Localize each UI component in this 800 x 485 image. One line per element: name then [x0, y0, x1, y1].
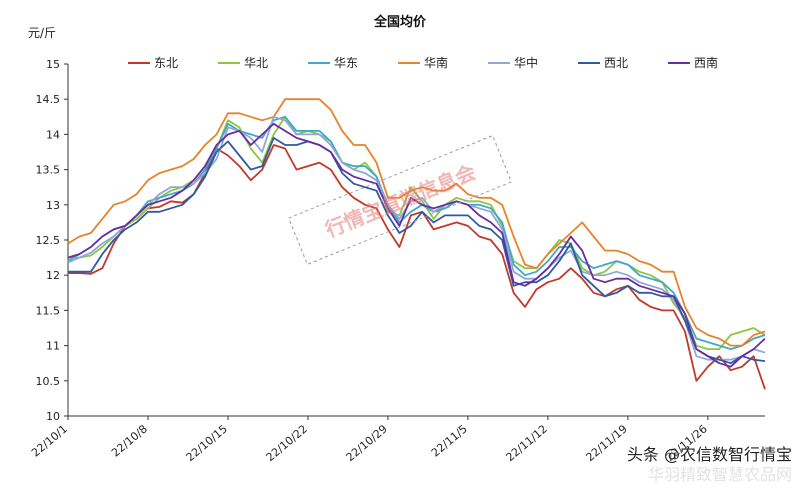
chart-axes: 10 10.5 11 11.5 12 12.5 13 13.5 14 14.5 15 22/10/1 2…	[29, 58, 765, 464]
chart-title: 全国均价	[373, 14, 427, 30]
series-line-2	[68, 115, 766, 351]
y-tick-label: 10	[46, 410, 60, 423]
corner-watermark-site: 华羽精致智慧农品网	[647, 465, 792, 484]
y-tick-label: 13.5	[36, 164, 61, 177]
series-line-3	[67, 115, 766, 351]
x-tick-label: 22/10/29	[344, 422, 390, 464]
x-tick-label: 22/10/22	[264, 422, 310, 464]
x-tick-label: 22/11/12	[504, 422, 550, 464]
y-tick-label: 13	[46, 199, 60, 212]
x-tick-label: 22/11/5	[429, 422, 470, 459]
series-line-1	[68, 144, 766, 390]
legend-label: 华北	[244, 56, 268, 70]
x-tick-label: 22/10/15	[184, 422, 230, 464]
legend-label: 东北	[154, 56, 178, 70]
y-tick-label: 11	[46, 340, 60, 353]
y-tick-label: 15	[46, 58, 60, 71]
y-tick-label: 12.5	[36, 234, 61, 247]
y-axis-unit-label: 元/斤	[28, 26, 56, 40]
corner-watermark-source: 头条 @农信数智行情宝	[626, 445, 792, 464]
legend-label: 西南	[694, 55, 718, 70]
chart-series	[67, 98, 766, 390]
x-tick-label: 22/11/19	[584, 422, 630, 464]
chart-legend: 东北 华北 华东 华南 华中 西北 西南	[128, 55, 718, 70]
y-tick-label: 10.5	[36, 375, 61, 388]
legend-label: 华南	[424, 55, 448, 70]
series-line-6	[68, 136, 766, 365]
x-tick-label: 22/10/8	[109, 422, 150, 459]
legend-label: 华中	[514, 55, 538, 70]
y-tick-label: 11.5	[36, 304, 61, 317]
y-tick-label: 14.5	[36, 93, 61, 106]
legend-label: 华东	[334, 56, 358, 70]
x-tick-label: 22/10/1	[29, 422, 70, 459]
series-line-7	[67, 122, 766, 368]
y-tick-label: 12	[46, 269, 60, 282]
legend-label: 西北	[604, 56, 628, 70]
y-tick-label: 14	[46, 128, 60, 141]
series-line-4	[67, 98, 766, 347]
series-line-5	[67, 115, 766, 361]
